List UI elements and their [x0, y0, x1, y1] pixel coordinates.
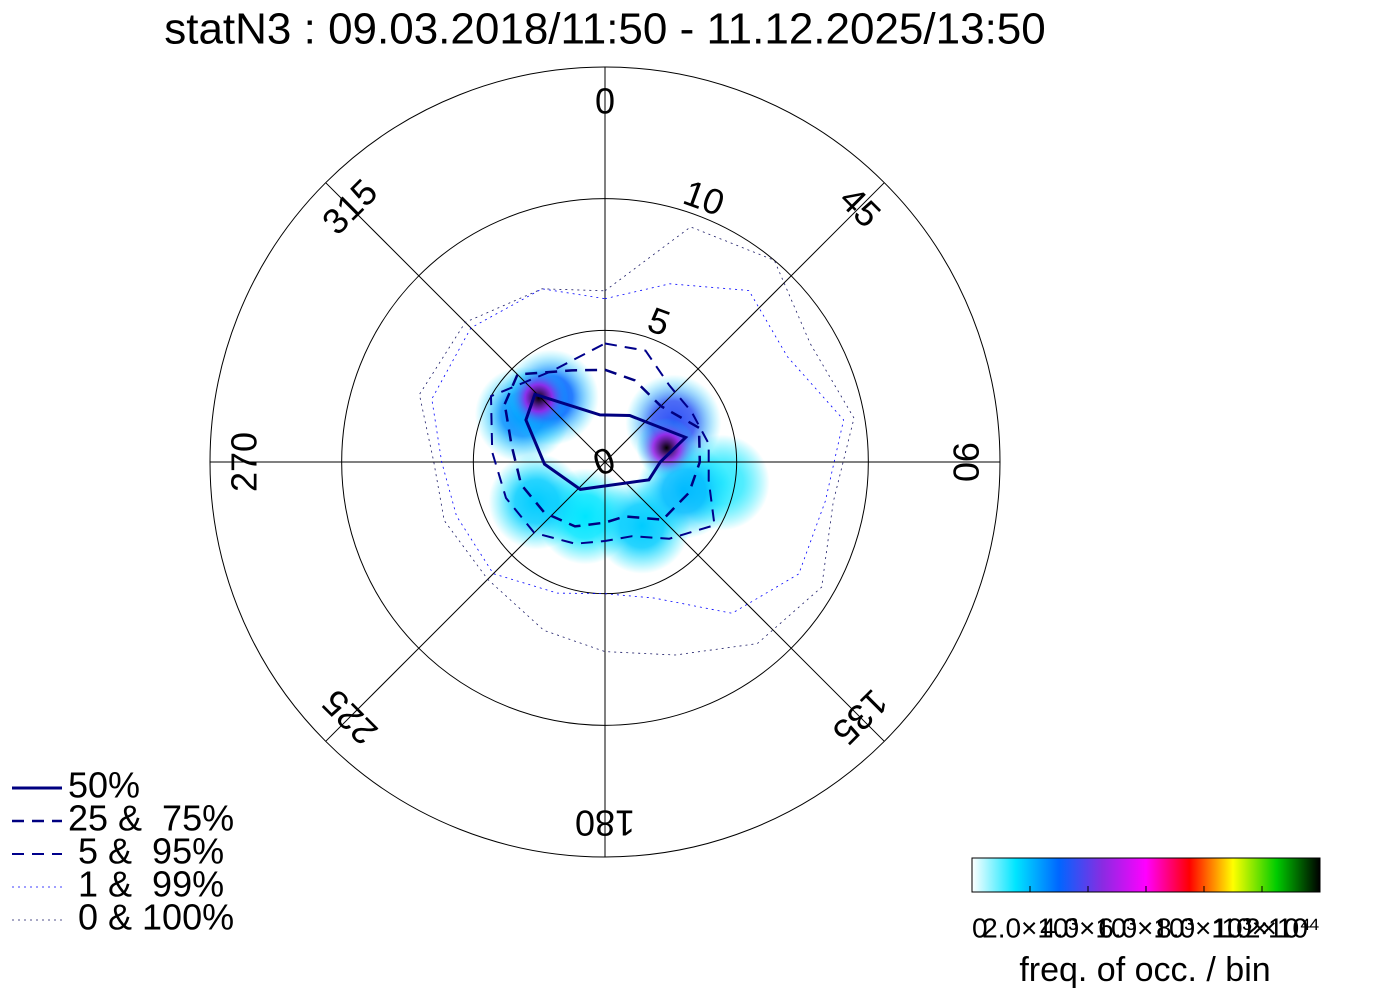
r-tick-label: 5	[643, 299, 676, 344]
colorbar-tick-label: 2.0×10³	[982, 912, 1078, 943]
theta-tick-label: 270	[223, 432, 264, 492]
colorbar-tick-label: 8.0×10³	[1156, 912, 1252, 943]
density-blob	[636, 417, 697, 478]
contour-line	[503, 368, 702, 528]
theta-tick-label: 0	[595, 80, 615, 121]
legend-label: 5 & 95%	[68, 831, 224, 872]
contour-line	[431, 283, 845, 614]
contour-line	[524, 392, 689, 491]
theta-tick-label: 90	[946, 442, 987, 482]
legend-label: 25 & 75%	[68, 798, 234, 839]
contour-line	[418, 226, 855, 656]
colorbar-tick-label: 1.0×10⁴	[1213, 912, 1311, 943]
colorbar-tick-label: 4.0×10³	[1040, 912, 1136, 943]
density-blob	[488, 453, 585, 550]
legend-label: 0 & 100%	[68, 897, 234, 938]
angle-spoke	[604, 461, 885, 742]
contour-line	[489, 342, 716, 545]
angle-spoke	[604, 182, 885, 463]
chart-title: statN3 : 09.03.2018/11:50 - 11.12.2025/1…	[164, 5, 1046, 54]
angle-spoke	[325, 461, 606, 742]
colorbar-tick-label: 0	[972, 912, 988, 943]
colorbar-label: freq. of occ. / bin	[1019, 951, 1270, 989]
r-tick-label: 10	[678, 172, 730, 224]
theta-tick-label: 180	[575, 803, 635, 844]
legend-label: 1 & 99%	[68, 864, 224, 905]
colorbar-tick-label: 1.2×10⁴	[1222, 912, 1320, 943]
colorbar-tick-label: 6.0×10³	[1098, 912, 1194, 943]
legend-label: 50%	[68, 765, 140, 806]
